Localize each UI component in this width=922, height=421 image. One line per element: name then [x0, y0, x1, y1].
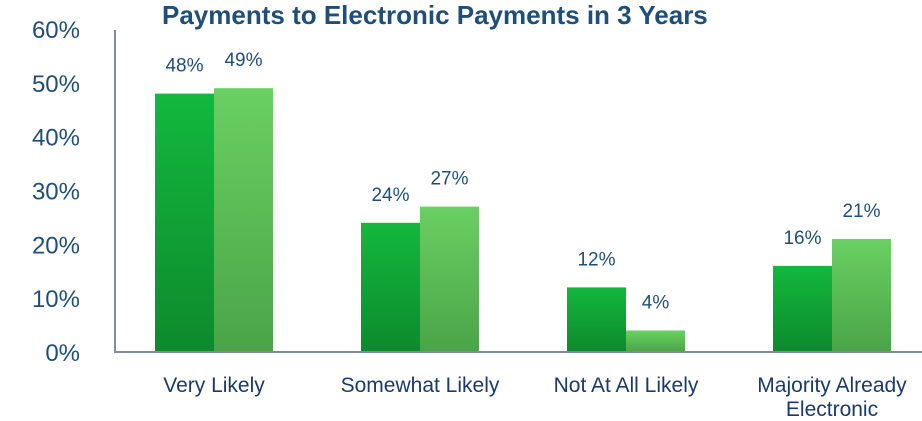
data-label: 27% [430, 169, 468, 190]
bar-series1-3 [567, 287, 626, 352]
bar-series2-2 [420, 206, 479, 352]
bar-series1-2 [361, 222, 420, 352]
data-label: 12% [577, 249, 615, 270]
bar-series2-3 [626, 330, 685, 352]
bars [155, 88, 891, 352]
x-tick-label: Somewhat Likely [341, 374, 500, 397]
bar-series2-1 [214, 88, 273, 352]
y-tick-label: 40% [32, 125, 80, 152]
x-tick-label: Not At All Likely [554, 374, 699, 397]
y-tick-label: 0% [45, 340, 80, 367]
data-label: 48% [165, 56, 203, 77]
data-label: 4% [642, 292, 670, 313]
data-label: 21% [842, 201, 880, 222]
y-tick-label: 30% [32, 179, 80, 206]
x-tick-label: Very Likely [163, 374, 265, 397]
x-axis-ticks: Very Likely Somewhat Likely Not At All Lik… [163, 374, 907, 421]
bar-series2-4 [832, 238, 891, 352]
data-label: 24% [371, 185, 409, 206]
data-label: 16% [783, 228, 821, 249]
y-tick-label: 20% [32, 232, 80, 259]
y-tick-label: 10% [32, 286, 80, 313]
chart-title: Payments to Electronic Payments in 3 Yea… [162, 0, 708, 30]
x-tick-label: Electronic [786, 398, 878, 421]
y-axis-ticks: 0% 10% 20% 30% 40% 50% 60% [32, 17, 80, 367]
y-tick-label: 50% [32, 71, 80, 98]
data-label: 49% [224, 50, 262, 71]
y-tick-label: 60% [32, 17, 80, 44]
x-tick-label: Majority Already [757, 374, 907, 397]
data-labels: 48% 24% 12% 16% 49% 27% 4% 21% [165, 50, 880, 313]
bar-series1-4 [773, 265, 832, 352]
bar-series1-1 [155, 93, 214, 352]
